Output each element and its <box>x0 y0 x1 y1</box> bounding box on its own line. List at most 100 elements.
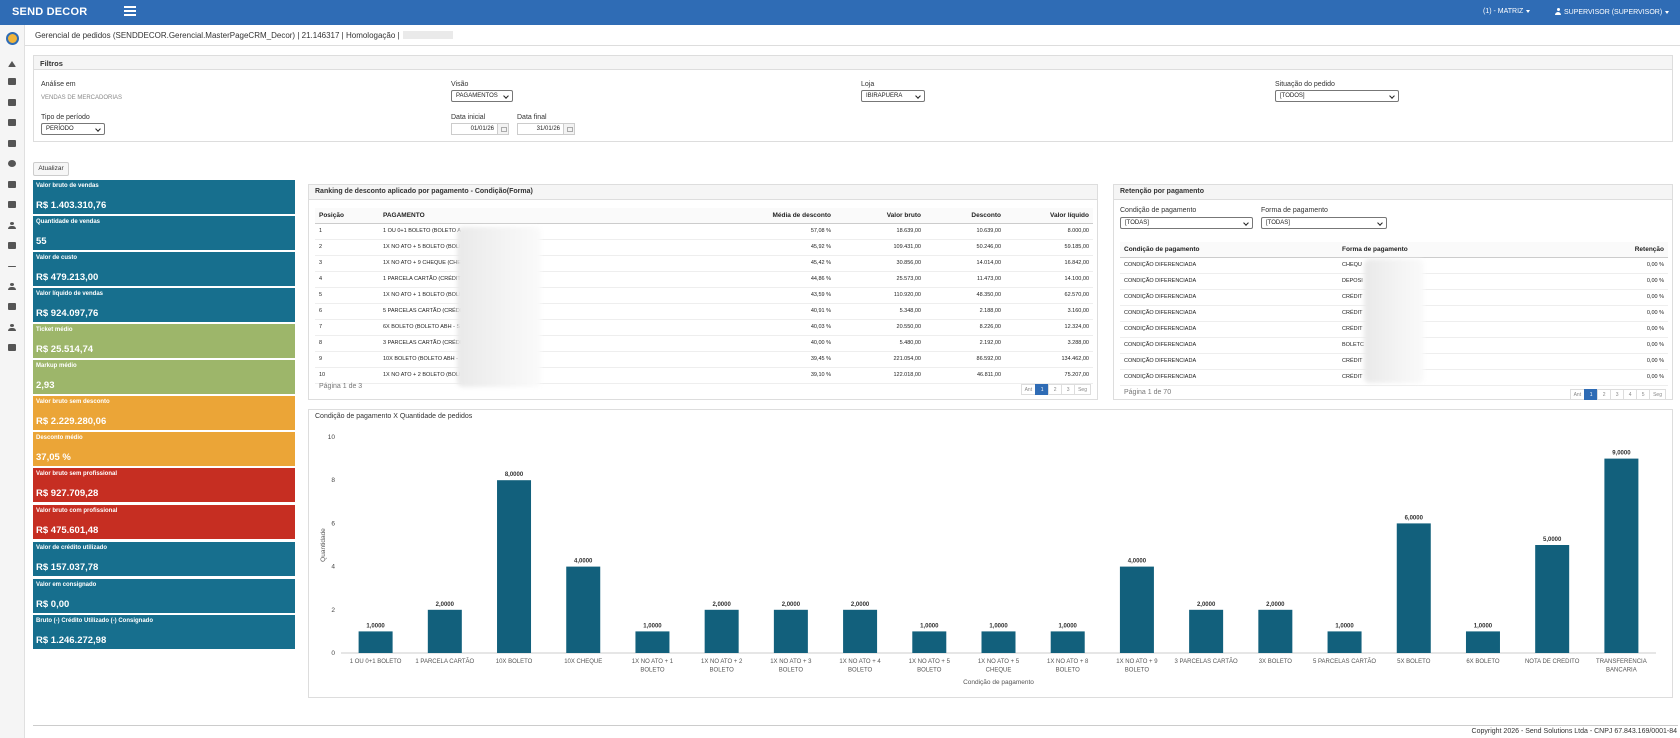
table-row[interactable]: 3 1X NO ATO + 9 CHEQUE (CHE 45,42 % 30.856,… <box>315 255 1093 272</box>
calendar-icon[interactable] <box>497 124 508 134</box>
y-tick-label: 4 <box>331 564 335 571</box>
col-header-pagamento[interactable]: PAGAMENTO <box>379 208 739 224</box>
chart-bar[interactable] <box>1604 458 1639 653</box>
col-header-desconto[interactable]: Desconto <box>925 208 1005 224</box>
tipo-periodo-label: Tipo de período <box>41 114 90 121</box>
chart-bar[interactable] <box>1258 609 1293 653</box>
pie-chart-icon[interactable] <box>8 160 16 167</box>
tipo-periodo-select[interactable]: PERÍODO <box>41 123 105 135</box>
col-header-valor-liquido[interactable]: Valor líquido <box>1005 208 1093 224</box>
kpi-value: R$ 157.037,78 <box>36 562 99 573</box>
brand-logo-text[interactable]: SEND DECOR <box>12 6 88 18</box>
table-row[interactable]: 7 6X BOLETO (BOLETO ABH - S 40,03 % 20.550,… <box>315 319 1093 336</box>
chart-bar[interactable] <box>497 480 532 653</box>
user-icon[interactable] <box>8 222 16 229</box>
chart-bar[interactable] <box>358 631 393 653</box>
data-final-value: 31/01/26 <box>536 126 560 132</box>
atualizar-button[interactable]: Atualizar <box>33 162 69 176</box>
chart-bar[interactable] <box>1189 609 1224 653</box>
chart-bar[interactable] <box>1050 631 1085 653</box>
app-logo-icon <box>6 32 19 45</box>
chart-bar[interactable] <box>773 609 808 653</box>
col-header-condicao[interactable]: Condição de pagamento <box>1120 242 1338 258</box>
loja-select[interactable]: IBIRAPUERA <box>861 90 925 102</box>
table-row[interactable]: 9 10X BOLETO (BOLETO ABH -39,45 % 221.054,… <box>315 351 1093 368</box>
chart-bar[interactable] <box>704 609 739 653</box>
table-cell: 5.480,00 <box>835 335 925 352</box>
table-row[interactable]: CONDIÇÃO DIFERENCIADA CHEQU 0,00 % <box>1120 257 1668 274</box>
condicao-pagamento-select[interactable]: [TODAS] <box>1120 217 1253 229</box>
chart-bar[interactable] <box>1465 631 1500 653</box>
file-icon[interactable] <box>8 344 16 351</box>
chart-bar[interactable] <box>1327 631 1362 653</box>
data-final-input[interactable]: 31/01/26 <box>517 123 575 135</box>
y-tick-label: 2 <box>331 607 335 614</box>
image-icon[interactable] <box>8 303 16 310</box>
col-header-forma[interactable]: Forma de pagamento <box>1338 242 1578 258</box>
page-button[interactable]: 5 <box>1636 389 1651 400</box>
chart-bar[interactable] <box>1119 566 1154 653</box>
page-button[interactable]: Seg <box>1649 389 1666 400</box>
table-row[interactable]: 10 1X NO ATO + 2 BOLETO (BOLI 39,10 % 122.0… <box>315 367 1093 384</box>
data-inicial-input[interactable]: 01/01/26 <box>451 123 509 135</box>
company-selector[interactable]: (1) - MATRIZ <box>1483 8 1531 15</box>
table-row[interactable]: 5 1X NO ATO + 1 BOLETO (BOLI 43,59 % 110.92… <box>315 287 1093 304</box>
x-tick-label: 1X NO ATO + 9 <box>1116 659 1158 665</box>
kpi-label: Valor líquido de vendas <box>36 291 104 297</box>
retencao-title: Retenção por pagamento <box>1114 185 1672 200</box>
home-icon[interactable] <box>8 61 16 67</box>
x-tick-label: BOLETO <box>917 668 942 674</box>
page-button[interactable]: 1 <box>1035 384 1050 395</box>
col-header-media-desconto[interactable]: Média de desconto <box>739 208 835 224</box>
page-button[interactable]: 4 <box>1623 389 1638 400</box>
visao-select[interactable]: PAGAMENTOS <box>451 90 513 102</box>
calendar-icon[interactable] <box>563 124 574 134</box>
table-cell: 1X NO ATO + 2 BOLETO (BOLI <box>379 367 739 384</box>
kpi-tile: Valor líquido de vendas R$ 924.097,76 <box>33 288 295 322</box>
table-row[interactable]: 2 1X NO ATO + 5 BOLETO (BOLI 45,92 % 109.43… <box>315 239 1093 256</box>
page-button[interactable]: 3 <box>1610 389 1625 400</box>
forma-pagamento-select[interactable]: [TODAS] <box>1261 217 1387 229</box>
inbox-icon[interactable] <box>8 99 16 106</box>
table-cell: 8.226,00 <box>925 319 1005 336</box>
page-button[interactable]: Ant <box>1569 389 1586 400</box>
user-icon[interactable] <box>8 283 16 290</box>
x-tick-label: CHEQUE <box>986 668 1012 674</box>
user-menu[interactable]: SUPERVISOR (SUPERVISOR) <box>1555 8 1670 16</box>
chart-bar[interactable] <box>912 631 947 653</box>
briefcase-icon[interactable] <box>8 78 16 85</box>
bar-chart-icon[interactable] <box>8 140 16 147</box>
document-icon[interactable] <box>8 242 16 249</box>
page-button[interactable]: Seg <box>1074 384 1091 395</box>
page-button[interactable]: 1 <box>1584 389 1599 400</box>
user-icon[interactable] <box>8 324 16 331</box>
minus-icon[interactable] <box>8 266 16 267</box>
chart-bar[interactable] <box>635 631 670 653</box>
menu-toggle-icon[interactable] <box>124 6 136 16</box>
chart-bar[interactable] <box>1535 545 1570 653</box>
page-button[interactable]: Ant <box>1020 384 1037 395</box>
x-tick-label: 5X BOLETO <box>1397 659 1431 665</box>
list-icon[interactable] <box>8 119 16 126</box>
situacao-select[interactable]: [TODOS] <box>1275 90 1399 102</box>
copy-icon[interactable] <box>8 181 16 188</box>
col-header-retencao[interactable]: Retenção <box>1578 242 1668 258</box>
laptop-icon[interactable] <box>8 201 16 208</box>
chart-bar[interactable] <box>427 609 462 653</box>
chart-bar[interactable] <box>981 631 1016 653</box>
col-header-posicao[interactable]: Posição <box>315 208 379 224</box>
page-button[interactable]: 2 <box>1048 384 1063 395</box>
page-button[interactable]: 2 <box>1597 389 1612 400</box>
chart-bar[interactable] <box>843 609 878 653</box>
col-header-valor-bruto[interactable]: Valor bruto <box>835 208 925 224</box>
chart-bar[interactable] <box>566 566 601 653</box>
page-button[interactable]: 3 <box>1061 384 1076 395</box>
kpi-label: Desconto médio <box>36 435 83 441</box>
table-cell: 0,00 % <box>1578 305 1668 322</box>
chart-bar[interactable] <box>1396 523 1431 653</box>
y-tick-label: 0 <box>331 650 335 657</box>
